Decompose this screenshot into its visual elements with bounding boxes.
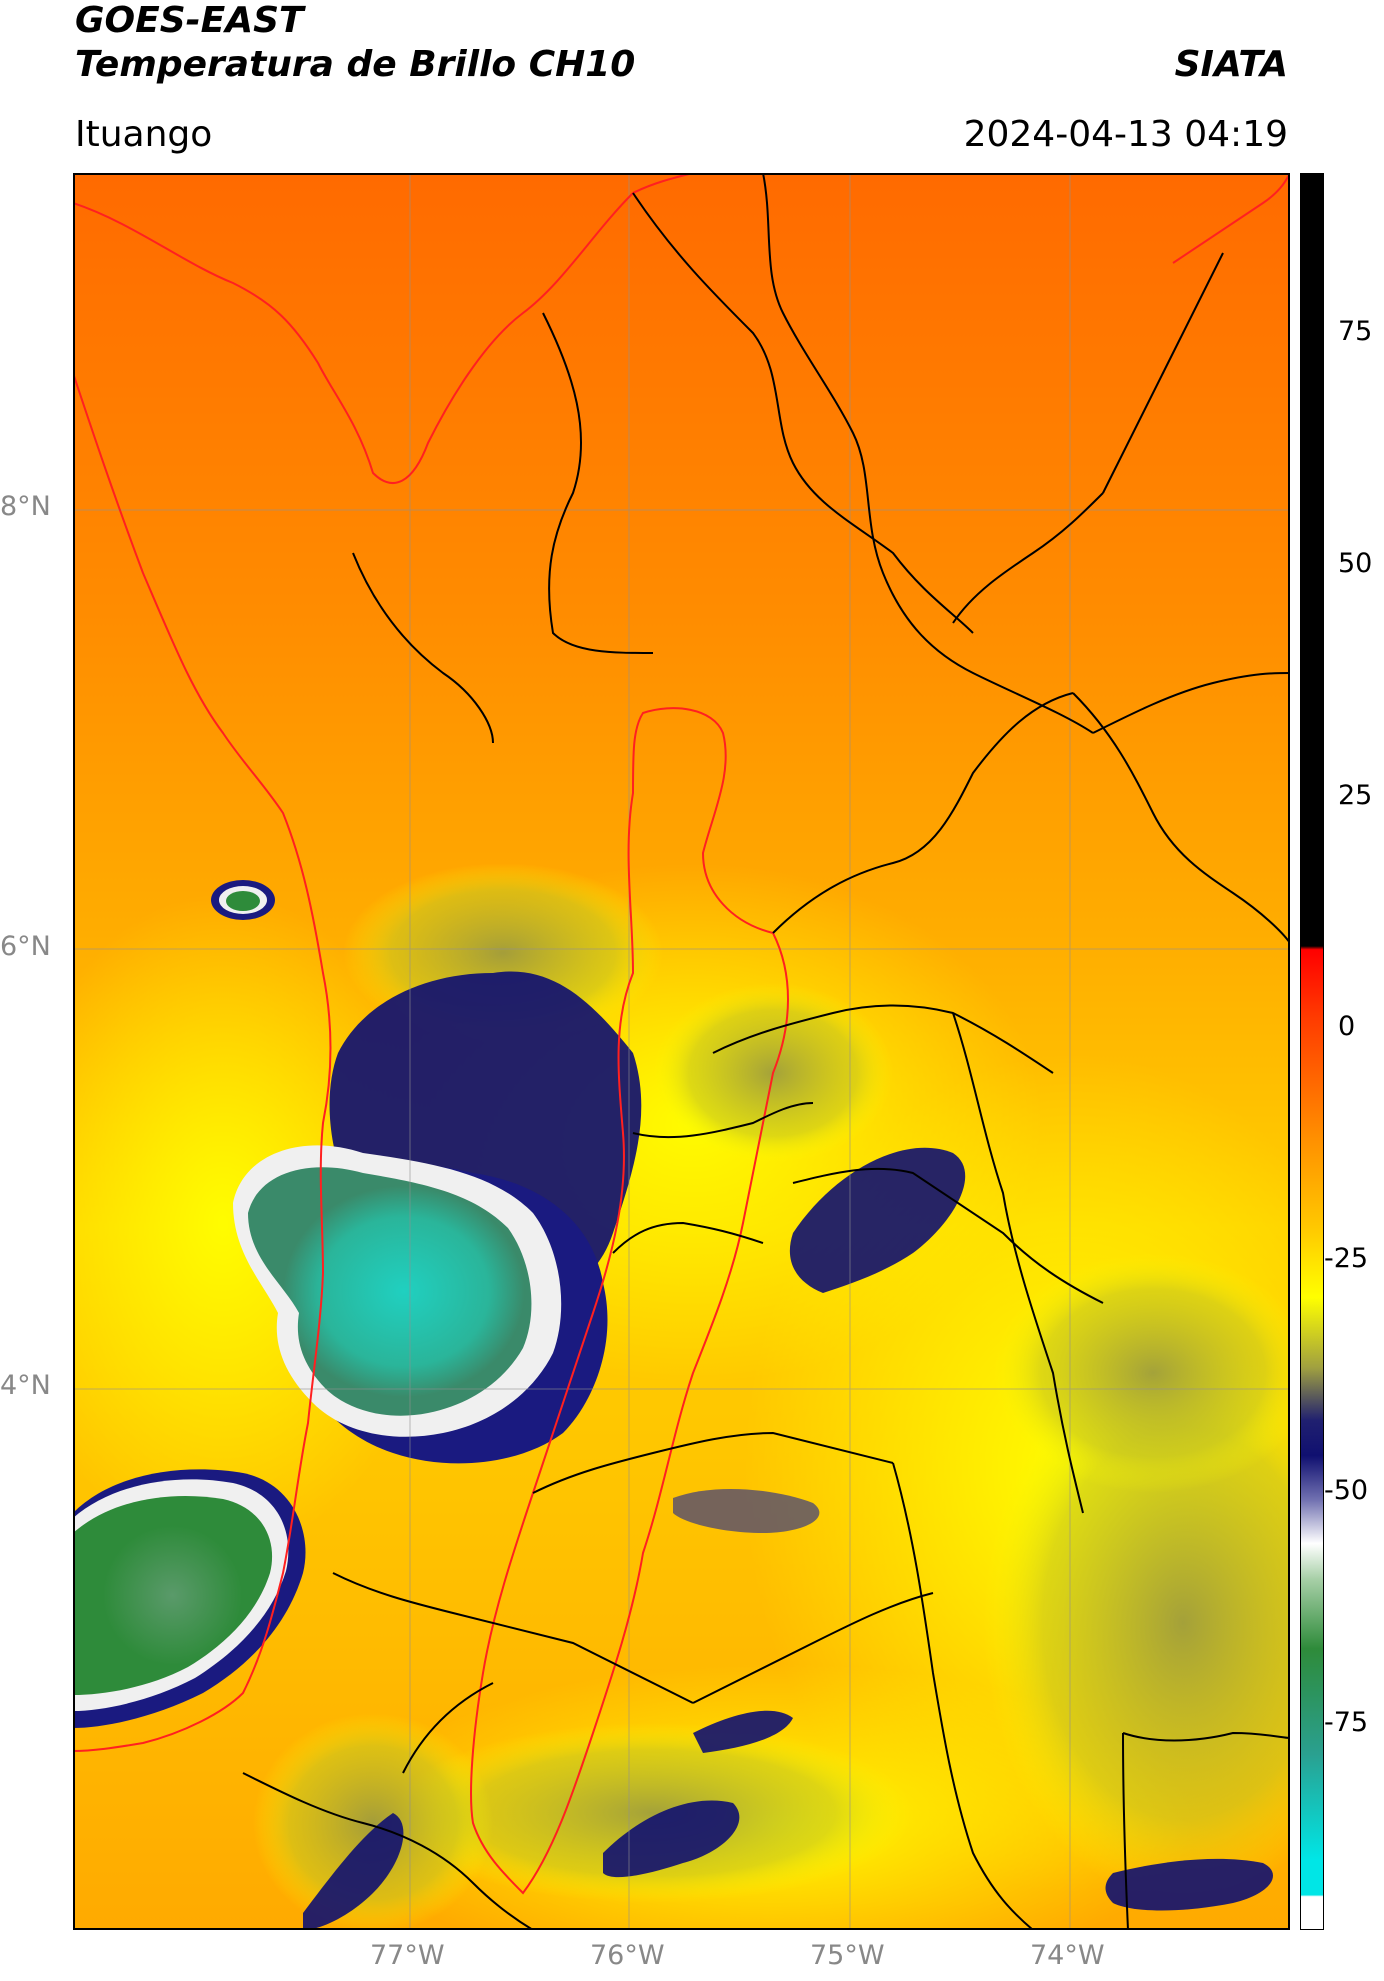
coastline-northeast [1172, 173, 1290, 264]
navy-cloud-east [789, 1147, 966, 1293]
border-cundinamarca [952, 1012, 1084, 1514]
navy-cloud-south-central [673, 1488, 820, 1533]
border-cordoba [542, 312, 654, 654]
border-south-central [692, 1592, 934, 1704]
navy-cloud-southwest [303, 1813, 404, 1930]
colorbar-tick-neg75: -75 [1324, 1707, 1369, 1738]
border-quindio [632, 1102, 814, 1139]
satellite-title: GOES-EAST [75, 0, 304, 41]
olive-field-south [393, 1723, 913, 1903]
lat-label-8n: 8°N [0, 491, 51, 522]
border-east-santander [1092, 672, 1290, 734]
olive-field-east [993, 1253, 1290, 1493]
colorbar-tick-0: 0 [1338, 1011, 1356, 1042]
border-caldas [712, 1004, 1054, 1074]
location-label: Ituango [75, 114, 213, 155]
red-borders [73, 173, 1290, 1895]
border-north-inner [952, 492, 1104, 624]
colorbar-tick-neg25: -25 [1324, 1243, 1369, 1274]
border-antioquia-east [772, 692, 1074, 934]
border-sucre-bolivar [762, 173, 1094, 734]
border-tolima [792, 1167, 1104, 1304]
lat-label-6n: 6°N [0, 931, 51, 962]
colorbar-tick-25: 25 [1338, 780, 1373, 811]
border-west-cauca [402, 1682, 494, 1774]
southwest-cloud-green [73, 1496, 273, 1695]
antioquia-region-outline [470, 707, 789, 1895]
border-risaralda [612, 1221, 764, 1254]
lat-label-4n: 4°N [0, 1370, 51, 1401]
colorbar [1300, 173, 1324, 1930]
grid-lines [73, 173, 1290, 1930]
datetime-label: 2024-04-13 04:19 [963, 114, 1288, 155]
border-choco-north [352, 552, 494, 744]
coastline-caribbean [73, 173, 694, 484]
border-boyaca [1072, 692, 1290, 944]
navy-cloud-south [603, 1800, 740, 1878]
lon-label-74w: 74°W [1030, 1940, 1105, 1971]
border-meta [1122, 1731, 1290, 1742]
border-valle-cauca [532, 1431, 894, 1494]
border-huila [892, 1462, 1034, 1930]
olive-field-southwest [253, 1713, 493, 1930]
cloud-core-cyan [248, 1167, 532, 1416]
border-cauca-narino [332, 1572, 694, 1704]
navy-cloud-southern-band [693, 1710, 793, 1753]
department-borders [242, 173, 1290, 1930]
coastline-pacific [73, 372, 332, 1752]
map-frame [73, 173, 1290, 1930]
lon-label-77w: 77°W [370, 1940, 445, 1971]
small-cloud-core [226, 891, 260, 911]
border-bolivar-santander [632, 192, 974, 634]
colorbar-tick-50: 50 [1338, 548, 1373, 579]
border-putumayo [242, 1772, 534, 1930]
product-title: Temperatura de Brillo CH10 [75, 44, 636, 85]
navy-cloud-southeast [1105, 1858, 1273, 1911]
colorbar-tick-75: 75 [1338, 316, 1373, 347]
border-meta-west [1122, 1732, 1129, 1930]
organization-label: SIATA [1174, 44, 1288, 85]
brightness-temperature-map [73, 173, 1290, 1930]
lon-label-75w: 75°W [810, 1940, 885, 1971]
colorbar-tick-neg50: -50 [1324, 1475, 1369, 1506]
lon-label-76w: 76°W [590, 1940, 665, 1971]
border-east-long [1102, 252, 1224, 494]
